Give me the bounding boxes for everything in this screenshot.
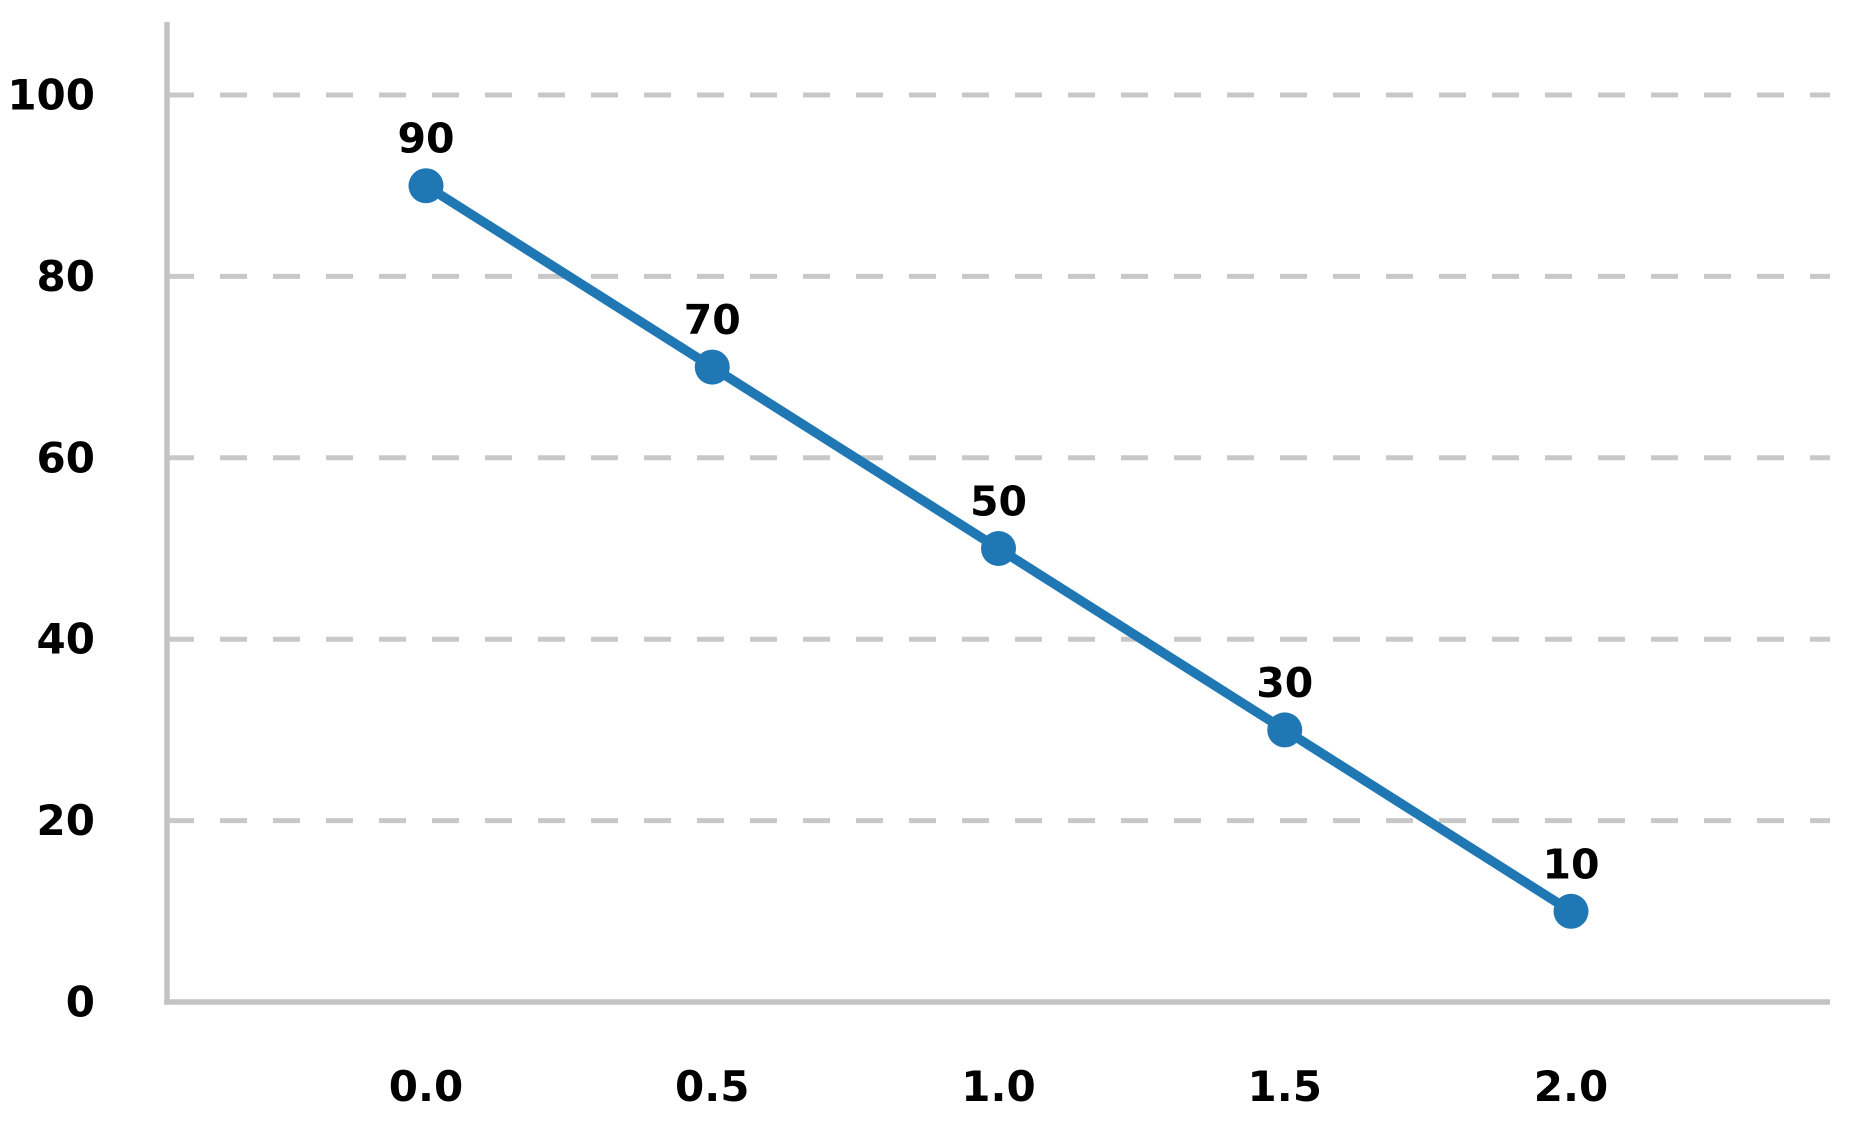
- data-point-marker: [408, 168, 444, 204]
- x-axis-tick-label: 1.0: [961, 1062, 1035, 1111]
- x-axis-tick-label: 1.5: [1248, 1062, 1322, 1111]
- data-point-label: 90: [397, 115, 454, 163]
- y-axis-tick-label: 100: [7, 71, 95, 120]
- y-axis-tick-label: 80: [37, 252, 95, 301]
- data-point-marker: [694, 349, 730, 385]
- y-axis-tick-label: 40: [37, 615, 95, 664]
- y-axis-tick-label: 20: [37, 796, 95, 845]
- x-axis-tick-label: 2.0: [1534, 1062, 1608, 1111]
- data-point-label: 50: [970, 478, 1027, 526]
- data-point-marker: [1553, 893, 1589, 929]
- data-point-marker: [1267, 712, 1303, 748]
- y-axis-tick-label: 0: [66, 978, 95, 1027]
- data-point-label: 30: [1256, 659, 1313, 707]
- data-point-label: 10: [1542, 840, 1599, 888]
- y-axis-tick-label: 60: [37, 433, 95, 482]
- data-point-marker: [981, 531, 1016, 566]
- x-axis-tick-label: 0.5: [675, 1062, 749, 1111]
- data-point-label: 70: [684, 296, 741, 344]
- x-axis-tick-label: 0.0: [389, 1062, 463, 1111]
